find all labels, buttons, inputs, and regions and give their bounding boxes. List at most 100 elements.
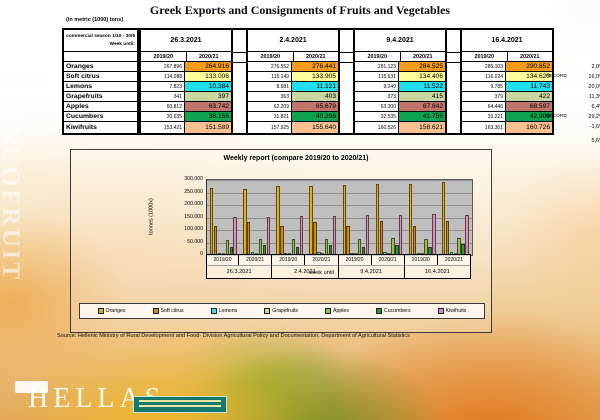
- value-cell-2019-20: 115.149: [248, 72, 291, 81]
- bar-oranges: [309, 185, 313, 255]
- value-cell-2020-21: 284.525: [398, 62, 445, 71]
- legend-color-chip: [264, 308, 271, 314]
- value-cell-2019-20: 7.823: [141, 82, 184, 91]
- legend-label: Lemons: [218, 308, 238, 314]
- legend-item: Apples: [325, 308, 349, 314]
- table-row: 60.812 63.742: [141, 102, 231, 112]
- bar-oranges: [375, 183, 380, 255]
- gridline: [207, 230, 472, 231]
- value-cell-2019-20: 30.635: [141, 112, 184, 121]
- value-cell-2019-20: 373: [355, 92, 398, 101]
- table-row: 115.149 133.905: [248, 72, 338, 82]
- legend-label: Grapefruits: [272, 308, 298, 314]
- legend-color-chip: [437, 308, 444, 314]
- value-cell-2019-20: 341: [141, 92, 184, 101]
- y-tick-label: 50.000: [187, 238, 203, 245]
- bar-oranges: [243, 188, 247, 255]
- legend-color-chip: [152, 308, 159, 314]
- year-header: 2019/20: [260, 53, 281, 60]
- bar-apples: [291, 239, 296, 255]
- product-label: Grapefruits: [64, 92, 137, 102]
- page-title: Greek Exports and Consignments of Fruits…: [149, 3, 451, 17]
- value-cell-2020-21: 67.842: [398, 102, 445, 111]
- value-cell-2020-21: 63.742: [184, 102, 231, 111]
- year-header: 2020/21: [399, 52, 446, 61]
- product-label: Oranges: [64, 62, 137, 72]
- table-row: 8.681 11.121: [248, 82, 338, 92]
- y-tick-label: 200.000: [184, 201, 203, 207]
- value-cell-2020-21: 40.296: [291, 112, 338, 121]
- bar-kiwifruits: [399, 215, 403, 255]
- value-cell-2019-20: 114.088: [141, 72, 184, 81]
- value-cell-2019-20: 379: [462, 92, 505, 101]
- value-cell-2020-21: 68.597: [505, 102, 552, 111]
- value-cell-2020-21: 10.384: [184, 82, 231, 91]
- value-cell-2020-21: 415: [398, 92, 445, 101]
- table-row: 32.535 41.755: [355, 112, 445, 122]
- table-row: 63.300 67.842: [355, 102, 445, 112]
- bar-soft-citrus: [346, 226, 350, 255]
- bar-oranges: [342, 184, 346, 255]
- value-cell-2019-20: 64.446: [462, 102, 505, 111]
- x-axis-title: week until: [309, 270, 334, 276]
- pct-value: 20,0%: [588, 84, 600, 90]
- product-label: Kiwifruits: [64, 122, 137, 133]
- gridline: [207, 180, 472, 181]
- value-cell-2020-21: 151.589: [184, 122, 231, 133]
- bar-soft-citrus: [379, 221, 383, 255]
- bar-kiwifruits: [465, 214, 469, 255]
- legend-color-chip: [376, 308, 383, 314]
- bar-kiwifruits: [233, 216, 237, 255]
- logo-chip: [15, 381, 48, 393]
- value-cell-2020-21: 41.755: [398, 112, 445, 121]
- y-tick-label: 150.000: [184, 213, 203, 220]
- units-note: (in metric (1000) tons): [66, 17, 124, 23]
- value-cell-2019-20: 9.785: [462, 82, 505, 91]
- bar-soft-citrus: [247, 221, 251, 255]
- value-cell-2019-20: 32.535: [355, 112, 398, 121]
- legend-color-chip: [97, 308, 104, 314]
- legend-item: Oranges: [97, 308, 125, 314]
- table-row: 9.249 11.522: [355, 82, 445, 92]
- value-cell-2020-21: 11.121: [291, 82, 338, 91]
- gridline: [207, 192, 472, 194]
- legend-item: Lemons: [210, 308, 238, 314]
- table-row: 341 397: [141, 92, 231, 102]
- bar-soft-citrus: [280, 226, 284, 255]
- x-tick-week: 2.4.2021: [272, 265, 339, 279]
- value-cell-2020-21: 133.006: [184, 72, 231, 81]
- year-header: 2019/20: [474, 53, 495, 60]
- legend-label: Apples: [333, 308, 349, 314]
- legend-label: Soft citrus: [160, 308, 184, 314]
- legend-label: Kiwifruits: [445, 308, 467, 314]
- chart-legend: Oranges Soft citrus Lemons Grapefruits Apple…: [79, 303, 485, 319]
- week-date-header: 16.4.2021: [462, 30, 552, 52]
- corner-line1: commercial season 1/10 - 30/9: [66, 34, 135, 39]
- value-cell-2019-20: 363: [248, 92, 291, 101]
- y-tick-label: 300.000: [184, 176, 203, 182]
- year-header: 2020/21: [185, 52, 232, 61]
- year-header-row: 2019/20 2020/21: [462, 52, 552, 62]
- bar-apples: [225, 239, 229, 255]
- value-cell-2020-21: 290.852: [505, 62, 552, 71]
- table-row: 285.103 290.852: [462, 62, 552, 72]
- table-row: 363 403: [248, 92, 338, 102]
- year-header: 2019/20: [367, 53, 388, 60]
- bar-apples: [457, 237, 461, 255]
- value-cell-2019-20: 281.123: [355, 62, 398, 71]
- bar-oranges: [276, 185, 280, 255]
- product-label: Soft citrus: [64, 72, 137, 82]
- value-cell-2019-20: 163.301: [462, 122, 505, 133]
- x-tick-week: 16.4.2021: [404, 265, 471, 279]
- value-cell-2019-20: 115.631: [355, 72, 398, 81]
- week-date-header: 26.3.2021: [141, 30, 231, 52]
- value-cell-2020-21: 160.726: [505, 122, 552, 133]
- value-cell-2019-20: 285.103: [462, 62, 505, 71]
- value-cell-2020-21: 264.916: [184, 62, 231, 71]
- bar-soft-citrus: [313, 221, 317, 255]
- value-cell-2019-20: 116.024: [462, 72, 505, 81]
- table-row: 163.301 160.726: [462, 122, 552, 133]
- bar-soft-citrus: [445, 221, 450, 255]
- bar-kiwifruits: [365, 214, 370, 255]
- x-tick-week: 26.3.2021: [206, 265, 273, 279]
